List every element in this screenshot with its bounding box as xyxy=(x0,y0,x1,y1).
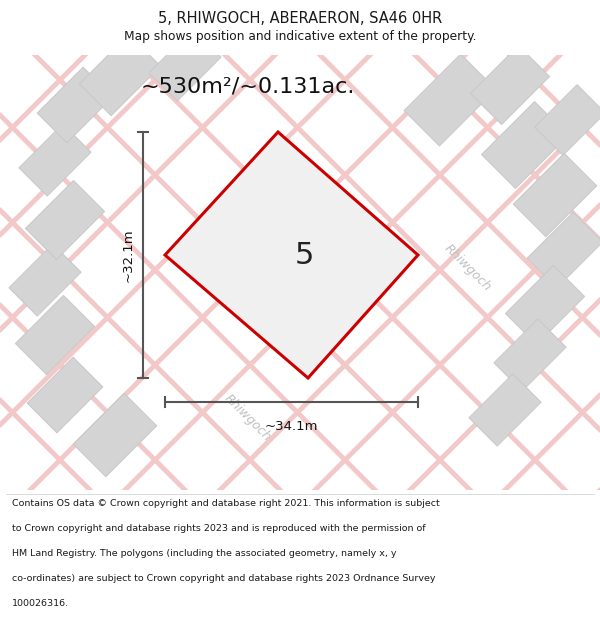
Text: ~530m²/~0.131ac.: ~530m²/~0.131ac. xyxy=(141,77,355,97)
Polygon shape xyxy=(37,67,113,143)
Text: 100026316.: 100026316. xyxy=(12,599,69,608)
Text: co-ordinates) are subject to Crown copyright and database rights 2023 Ordnance S: co-ordinates) are subject to Crown copyr… xyxy=(12,574,436,583)
Polygon shape xyxy=(470,46,550,124)
Polygon shape xyxy=(535,84,600,156)
Text: Rhiwgoch: Rhiwgoch xyxy=(442,242,494,294)
Text: Rhiwgoch: Rhiwgoch xyxy=(222,392,274,444)
Text: ~34.1m: ~34.1m xyxy=(265,420,318,433)
Polygon shape xyxy=(482,101,568,189)
Text: 5, RHIWGOCH, ABERAERON, SA46 0HR: 5, RHIWGOCH, ABERAERON, SA46 0HR xyxy=(158,11,442,26)
Polygon shape xyxy=(527,212,600,288)
Polygon shape xyxy=(16,296,95,374)
Polygon shape xyxy=(73,393,157,477)
Text: 5: 5 xyxy=(295,241,314,269)
Polygon shape xyxy=(9,244,81,316)
Polygon shape xyxy=(27,357,103,433)
Polygon shape xyxy=(79,34,161,116)
Text: HM Land Registry. The polygons (including the associated geometry, namely x, y: HM Land Registry. The polygons (includin… xyxy=(12,549,397,558)
Polygon shape xyxy=(505,266,584,344)
Polygon shape xyxy=(165,132,418,378)
Polygon shape xyxy=(19,124,91,196)
Polygon shape xyxy=(513,153,597,237)
Polygon shape xyxy=(25,181,104,259)
Polygon shape xyxy=(149,29,221,101)
Text: to Crown copyright and database rights 2023 and is reproduced with the permissio: to Crown copyright and database rights 2… xyxy=(12,524,425,533)
Text: Contains OS data © Crown copyright and database right 2021. This information is : Contains OS data © Crown copyright and d… xyxy=(12,499,440,509)
Text: Map shows position and indicative extent of the property.: Map shows position and indicative extent… xyxy=(124,30,476,43)
Polygon shape xyxy=(404,54,496,146)
Polygon shape xyxy=(494,319,566,391)
Text: ~32.1m: ~32.1m xyxy=(121,228,134,282)
Polygon shape xyxy=(469,374,541,446)
